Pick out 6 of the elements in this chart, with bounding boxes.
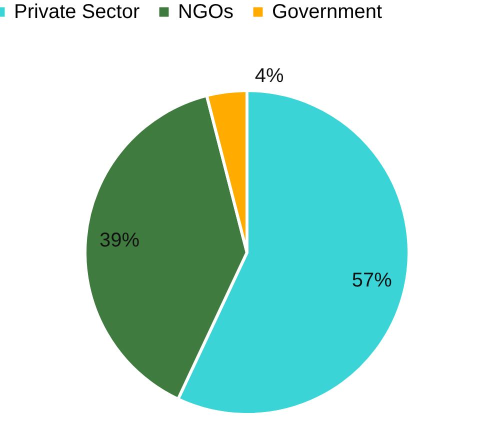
legend-label: Private Sector [14,1,140,23]
data-label: 39% [100,229,140,252]
data-label: 4% [254,64,284,87]
legend-label: NGOs [178,1,234,23]
legend-label: Government [272,1,382,23]
data-label: 57% [352,269,392,292]
